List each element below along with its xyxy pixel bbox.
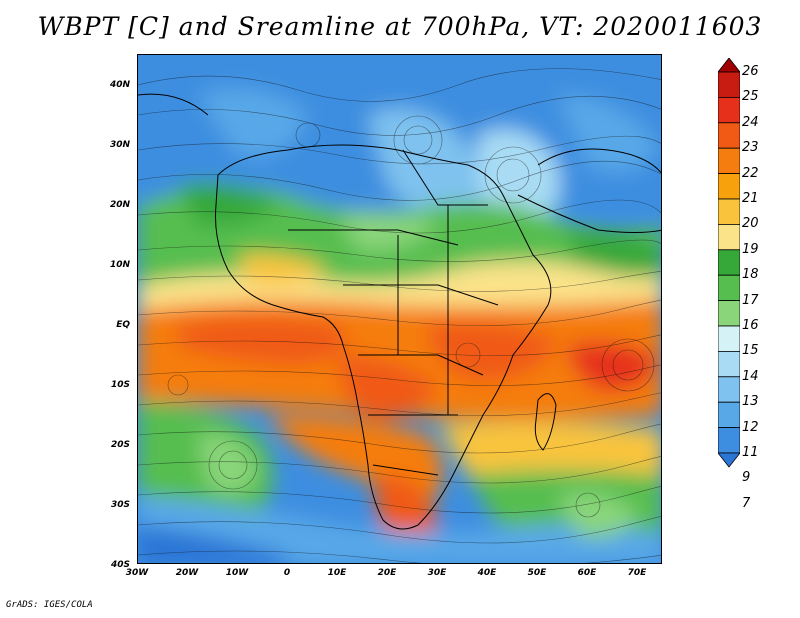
colorbar-segment (718, 427, 740, 454)
colorbar-label: 23 (742, 140, 759, 156)
colorbar-segment (718, 147, 740, 174)
lon-tick-label: 10W (225, 568, 249, 578)
lat-tick-label: 10N (109, 260, 130, 270)
lon-tick-label: 10E (327, 568, 347, 578)
colorbar-label: 25 (742, 89, 759, 105)
colorbar-segment (718, 223, 740, 251)
lon-tick-label: 20E (377, 568, 397, 578)
wbpt-field (138, 55, 661, 563)
lat-tick-label: 40N (109, 80, 130, 90)
colorbar-label: 20 (742, 216, 759, 232)
colorbar-label: 7 (742, 495, 751, 511)
lon-tick-label: 20W (175, 568, 199, 578)
colorbar-segment (718, 249, 740, 276)
lat-tick-label: 30S (110, 500, 130, 510)
colorbar-segment (718, 122, 740, 149)
lon-tick-label: 40E (477, 568, 497, 578)
map-plot-area (137, 54, 662, 564)
colorbar-segment (718, 274, 740, 301)
colorbar-segment (718, 97, 740, 124)
colorbar-label: 15 (742, 343, 759, 359)
colorbar-label: 19 (742, 241, 759, 257)
lon-tick-label: 60E (577, 568, 597, 578)
colorbar-arrow-top (718, 58, 740, 73)
colorbar-label: 14 (742, 368, 759, 384)
lat-tick-label: 40S (110, 560, 130, 570)
colorbar-label: 26 (742, 64, 759, 79)
colorbar-segment (718, 71, 740, 98)
colorbar-label: 24 (742, 114, 759, 130)
colorbar-label: 16 (742, 318, 759, 333)
colorbar-label: 18 (742, 267, 759, 283)
colorbar-label: 13 (742, 394, 759, 410)
map-title: WBPT [C] and Sreamline at 700hPa, VT: 20… (37, 12, 763, 41)
lon-tick-label: 50E (527, 568, 547, 578)
colorbar-segment (718, 198, 740, 225)
lat-tick-label: 20N (109, 200, 130, 210)
lat-tick-label: 30N (109, 140, 130, 150)
colorbar-segment (718, 300, 740, 327)
colorbar-label: 21 (742, 191, 759, 206)
colorbar-segment (718, 173, 740, 200)
lon-tick-label: 0 (283, 568, 291, 578)
colorbar-segment (718, 401, 740, 429)
colorbar-arrow-bottom (718, 452, 740, 468)
lat-tick-label: 10S (110, 380, 130, 390)
lat-tick-label: EQ (116, 320, 130, 330)
colorbar-label: 17 (742, 292, 759, 308)
coastlines (138, 93, 661, 530)
lon-tick-label: 30E (427, 568, 447, 578)
colorbar-label: 9 (742, 470, 751, 486)
grads-credit: GrADS: IGES/COLA (6, 600, 93, 610)
colorbar-segment (718, 325, 740, 352)
colorbar (718, 58, 740, 468)
lon-tick-label: 70E (627, 568, 647, 578)
lat-tick-label: 20S (110, 440, 130, 450)
colorbar-label: 22 (742, 165, 759, 181)
colorbar-label: 12 (742, 419, 759, 435)
lon-tick-label: 30W (125, 568, 149, 578)
streamlines (138, 68, 661, 563)
colorbar-segment (718, 350, 740, 378)
colorbar-segment (718, 376, 740, 403)
colorbar-label: 11 (742, 445, 759, 460)
